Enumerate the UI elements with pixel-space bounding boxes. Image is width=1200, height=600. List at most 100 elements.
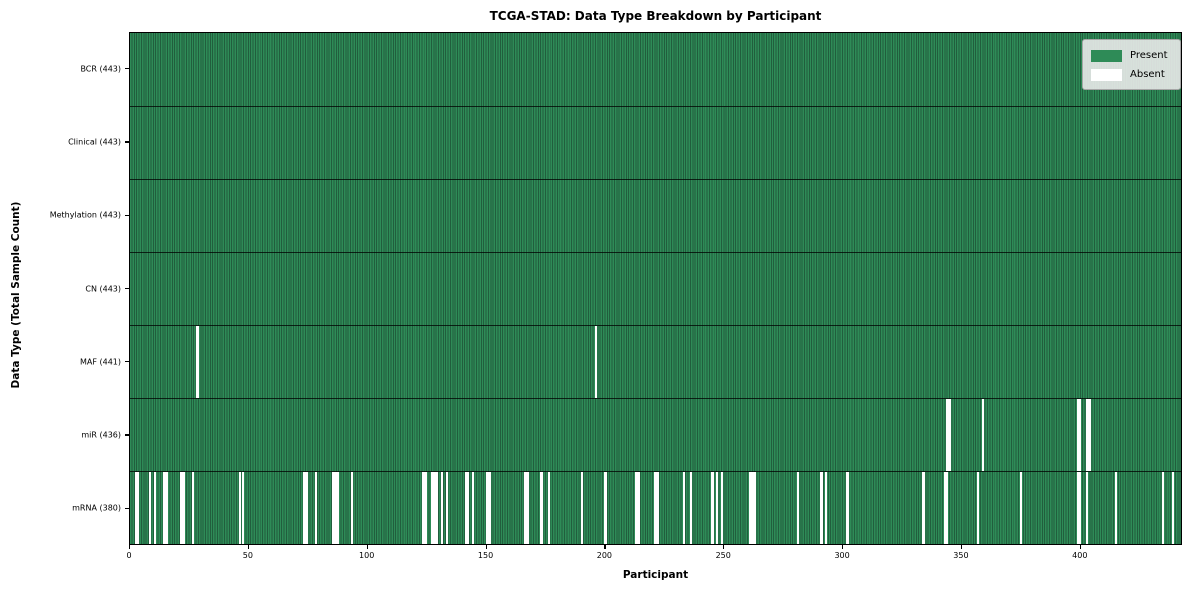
heatmap-row-methylation [130,179,1181,252]
x-tick-label: 250 [715,551,731,560]
absent-bar [656,472,660,544]
absent-bar [331,472,335,544]
absent-bar [1078,472,1082,544]
x-tick-mark [1079,545,1081,549]
absent-bar [1114,472,1117,544]
legend-entry-absent: Absent [1091,65,1172,84]
absent-bar [711,472,714,544]
x-tick-label: 350 [953,551,969,560]
absent-bar [241,472,244,544]
legend-swatch-absent-icon [1091,68,1122,81]
x-tick-label: 200 [596,551,613,560]
absent-bar [943,472,947,544]
y-tick-mark [125,287,129,290]
absent-bar [445,472,448,544]
absent-bar [1078,399,1082,471]
absent-bar [715,472,719,544]
absent-bar [1088,399,1091,471]
absent-bar [466,472,470,544]
absent-bar [1076,399,1079,471]
x-tick-mark [723,545,725,549]
absent-bar [540,472,543,544]
y-tick-mark [125,214,129,216]
y-tick-mark [125,507,129,509]
absent-bar [922,472,925,544]
legend-label-absent: Absent [1130,69,1165,80]
x-tick-mark [129,545,131,549]
y-tick-label: MAF (441) [79,357,121,367]
absent-bar [1019,472,1023,544]
absent-bar [163,472,166,544]
absent-bar [431,472,434,544]
y-tick-label: mRNA (380) [72,503,121,513]
y-tick-label: Methylation (443) [49,210,121,220]
absent-bar [334,472,337,544]
absent-bar [720,472,724,544]
legend: Present Absent [1082,39,1181,90]
x-tick-mark [485,545,487,549]
absent-bar [846,472,849,544]
absent-bar [526,472,529,544]
absent-bar [946,399,949,471]
heatmap-row-clinical [130,106,1181,179]
absent-bar [637,472,641,544]
absent-bar [134,472,138,544]
absent-bar [424,472,427,544]
absent-bar [749,472,752,544]
absent-bar [421,472,425,544]
absent-bar [1162,472,1165,544]
x-tick-label: 100 [359,551,375,560]
absent-bar [604,472,607,544]
absent-bar [1171,472,1174,544]
y-tick-mark [125,68,129,70]
legend-swatch-present-icon [1091,49,1122,62]
absent-bar [153,472,157,544]
chart-title: TCGA-STAD: Data Type Breakdown by Partic… [489,9,822,23]
heatmap-row-bcr [130,33,1181,106]
x-tick-mark [366,545,368,549]
absent-bar [440,472,444,544]
absent-bar [796,472,800,544]
absent-bar [1076,472,1079,544]
absent-bar [471,472,474,544]
y-axis-label: Data Type (Total Sample Count) [10,201,22,389]
absent-bar [488,472,491,544]
absent-bar [751,472,754,544]
absent-bar [753,472,757,544]
absent-bar [191,472,195,544]
absent-bar [315,472,318,544]
absent-bar [182,472,185,544]
absent-bar [433,472,437,544]
y-tick-label: miR (436) [81,430,121,440]
x-tick-label: 300 [834,551,850,560]
y-tick-label: BCR (443) [80,64,121,74]
x-tick-label: 0 [126,551,132,560]
absent-bar [165,472,168,544]
absent-bar [946,472,949,544]
absent-bar [464,472,467,544]
absent-bar [689,472,693,544]
absent-bar [148,472,152,544]
absent-bar [580,472,584,544]
absent-bar [239,472,242,544]
y-tick-label: Clinical (443) [68,137,121,147]
absent-bar [196,326,199,398]
absent-bar [1086,399,1089,471]
absent-bar [485,472,489,544]
absent-bar [336,472,339,544]
absent-bar [1086,472,1089,544]
y-tick-mark [125,361,129,363]
absent-bar [948,399,951,471]
x-tick-label: 150 [477,551,494,560]
absent-bar [350,472,353,544]
x-axis-label: Participant [622,569,689,581]
absent-bar [179,472,183,544]
x-tick-mark [960,545,963,549]
absent-bar [682,472,686,544]
x-tick-mark [842,545,844,549]
heatmap-row-cn [130,252,1181,325]
absent-bar [523,472,527,544]
absent-bar [981,399,985,471]
absent-bar [825,472,828,544]
